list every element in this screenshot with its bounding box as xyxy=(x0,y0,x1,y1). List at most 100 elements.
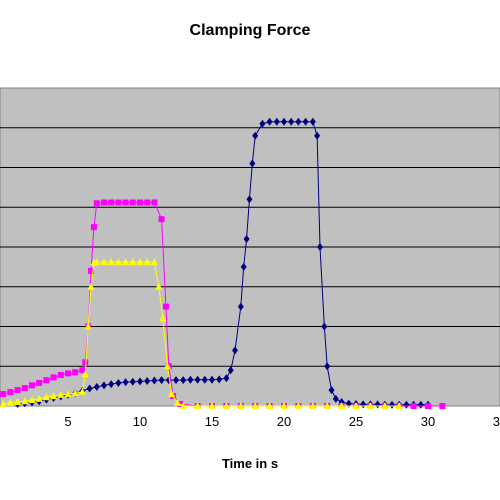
data-point xyxy=(108,380,115,389)
data-point xyxy=(295,117,302,126)
data-point xyxy=(50,392,58,400)
data-point xyxy=(86,384,93,393)
data-point xyxy=(332,394,339,403)
data-point xyxy=(57,390,65,398)
data-point xyxy=(50,374,57,381)
data-point xyxy=(201,375,208,384)
data-point xyxy=(366,402,374,409)
data-point xyxy=(237,302,244,311)
data-point xyxy=(158,376,165,385)
x-tick-label: 10 xyxy=(133,414,147,429)
data-point xyxy=(223,374,230,383)
data-point xyxy=(417,400,424,409)
data-point xyxy=(87,282,95,290)
data-point xyxy=(137,377,143,386)
data-point xyxy=(129,199,136,206)
data-point xyxy=(309,117,316,126)
data-point xyxy=(209,375,215,384)
x-tick-labels: 5 10 15 20 25 30 35 xyxy=(64,414,500,429)
data-point xyxy=(151,199,158,206)
data-point xyxy=(288,117,295,126)
data-point xyxy=(321,322,328,331)
data-point xyxy=(144,376,151,385)
data-point xyxy=(381,402,389,409)
x-tick-label: 5 xyxy=(64,414,71,429)
data-point xyxy=(179,402,187,409)
x-axis-title: Time in s xyxy=(221,456,279,471)
data-point xyxy=(173,398,181,406)
data-point xyxy=(237,402,245,409)
data-point xyxy=(155,282,163,290)
data-point xyxy=(403,400,410,409)
data-point xyxy=(14,387,21,394)
data-point xyxy=(129,377,136,386)
data-point xyxy=(232,346,239,355)
data-point xyxy=(309,402,317,409)
data-point xyxy=(338,402,346,409)
data-point xyxy=(21,397,29,405)
data-point xyxy=(93,382,100,391)
data-point xyxy=(158,216,165,223)
data-point xyxy=(240,262,247,271)
data-point xyxy=(314,131,321,140)
data-point xyxy=(168,390,176,398)
data-point xyxy=(81,370,89,378)
data-point xyxy=(266,117,273,126)
data-point xyxy=(324,362,331,371)
data-point xyxy=(107,258,115,266)
data-point xyxy=(129,258,137,266)
data-point xyxy=(28,396,36,404)
data-point xyxy=(88,267,95,274)
data-point xyxy=(65,370,71,377)
x-tick-label: 30 xyxy=(421,414,435,429)
data-point xyxy=(122,378,129,387)
data-point xyxy=(395,402,403,409)
data-point xyxy=(0,391,7,398)
data-point xyxy=(222,402,230,409)
data-point xyxy=(115,378,122,387)
data-point xyxy=(273,117,280,126)
data-point xyxy=(251,402,259,409)
series-2 xyxy=(0,258,403,409)
data-point xyxy=(115,199,122,206)
data-point xyxy=(294,402,302,409)
data-point xyxy=(162,303,169,310)
data-point xyxy=(163,362,171,370)
data-point xyxy=(328,386,335,395)
data-point xyxy=(122,199,129,206)
data-point xyxy=(259,119,266,128)
data-point xyxy=(43,377,50,384)
data-point xyxy=(425,403,431,409)
chart-title: Clamping Force xyxy=(189,22,311,39)
x-tick-label: 25 xyxy=(349,414,363,429)
data-point xyxy=(180,376,187,385)
data-point xyxy=(266,402,274,409)
data-point xyxy=(114,258,122,266)
data-point xyxy=(79,367,86,374)
data-point xyxy=(29,382,35,389)
series-group xyxy=(0,117,446,409)
data-point xyxy=(227,366,234,375)
data-point xyxy=(143,258,151,266)
data-point xyxy=(100,258,108,266)
data-point xyxy=(82,359,89,366)
data-point xyxy=(36,379,43,386)
data-point xyxy=(71,389,79,397)
data-point xyxy=(93,200,100,207)
data-point xyxy=(57,371,64,378)
data-point xyxy=(0,400,7,408)
data-point xyxy=(246,195,253,204)
data-point xyxy=(84,322,92,330)
data-point xyxy=(151,376,158,385)
data-point xyxy=(208,402,216,409)
data-point xyxy=(6,398,14,406)
data-point xyxy=(14,398,22,406)
data-point xyxy=(323,402,331,409)
data-point xyxy=(7,389,14,396)
data-point xyxy=(187,375,194,384)
data-point xyxy=(64,390,72,398)
data-point xyxy=(280,402,288,409)
data-point xyxy=(410,403,417,409)
